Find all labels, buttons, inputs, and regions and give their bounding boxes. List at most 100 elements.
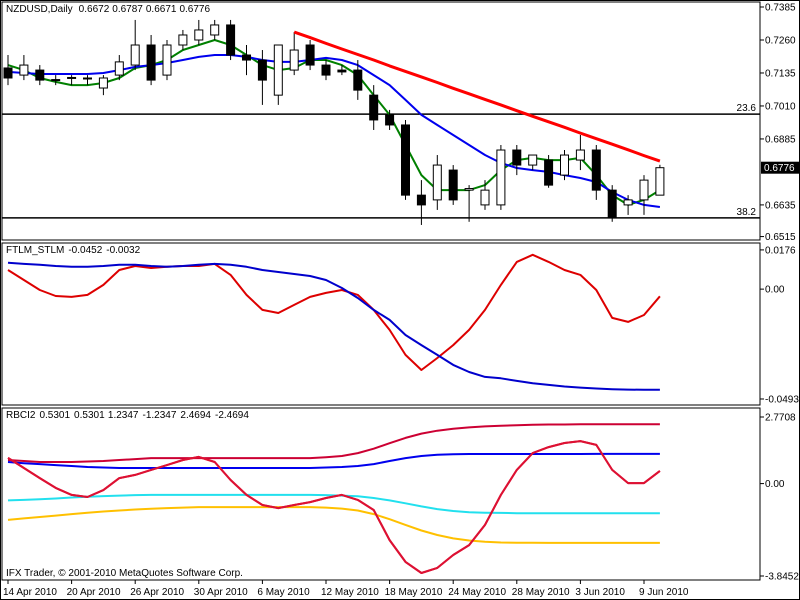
panel-frame [1,242,761,406]
indicator-line [7,493,660,515]
x-tick-label: 6 May 2010 [257,587,310,598]
y-tick-label: -0.0493 [765,394,799,405]
trendline [293,30,661,163]
candle-body [35,69,45,81]
candle-body [480,189,490,206]
candle-body [19,64,29,76]
candle-body [369,94,379,121]
y-tick-label: 0.7385 [765,3,796,14]
indicator-line [7,261,660,391]
chart-title: NZDUSD,Daily [6,4,73,15]
candle-body [639,179,649,201]
chart-header: RBCI2 0.5301 0.5301 1.2347 -1.2347 2.4694 -2.4… [6,410,249,421]
y-tick-label: -3.8452 [765,572,799,583]
footer: IFX Trader, © 2001-2010 MetaQuotes Softw… [6,568,243,579]
header-value: 0.6787 [112,4,143,15]
candle-body [575,149,585,161]
y-tick-label: 0.0176 [765,245,796,256]
candle-body [353,69,363,91]
x-tick-label: 20 Apr 2010 [67,587,121,598]
y-tick-label: 0.6635 [765,200,796,211]
x-tick-label: 28 May 2010 [512,587,570,598]
candle-body [496,149,506,206]
candle-body [3,67,13,79]
header-value: 0.5301 [74,410,105,421]
y-tick-label: 0.7135 [765,68,796,79]
candle-body [178,34,188,46]
x-tick-label: 30 Apr 2010 [194,587,248,598]
header-value: 1.2347 [108,410,139,421]
chart-header: FTLM_STLM -0.0452 -0.0032 [6,245,141,256]
x-tick-label: 24 May 2010 [448,587,506,598]
candle-body [98,77,108,89]
chart-header: NZDUSD,Daily 0.6672 0.6787 0.6671 0.6776 [6,4,210,15]
header-value: 2.4694 [180,410,211,421]
indicator-line [7,253,661,371]
indicator-line [7,506,660,544]
x-tick-label: 3 Jun 2010 [575,587,625,598]
indicator-line [7,452,660,469]
candle-body [226,24,236,56]
candle-body [401,124,410,196]
candle-body [385,114,395,126]
header-value: 0.6672 [79,4,110,15]
y-tick-label: 0.6885 [765,134,796,145]
header-value: -2.4694 [215,410,249,421]
panel-frame [1,407,761,581]
candle-body [464,188,474,191]
candle-body [560,154,569,176]
candle-body [591,149,601,191]
last-price-label: 0.6776 [764,163,795,174]
candle-body [289,49,299,71]
level-label: 23.6 [737,103,757,114]
candle-body [305,44,315,66]
candle-body [321,64,331,76]
header-value: 0.6671 [146,4,177,15]
x-tick-label: 18 May 2010 [385,587,443,598]
y-tick-label: 0.6515 [765,232,796,243]
y-tick-label: 0.00 [765,285,785,296]
panel-frame [1,1,761,241]
header-value: 0.5301 [39,410,70,421]
level-label: 38.2 [737,207,757,218]
candle-body [67,76,77,79]
header-value: 0.6776 [179,4,210,15]
candle-body [432,164,442,201]
candle-body [194,29,204,41]
x-tick-label: 26 Apr 2010 [130,587,184,598]
candle-body [242,54,251,61]
candle-body [623,199,633,206]
y-tick-label: 0.7260 [765,35,796,46]
x-tick-label: 9 Jun 2010 [639,587,689,598]
x-tick-label: 12 May 2010 [321,587,379,598]
candle-body [607,189,617,219]
last-price-box [761,161,799,174]
candle-body [51,79,61,82]
y-tick-label: 2.7708 [765,413,796,424]
candle-body [528,154,538,166]
candle-body [257,59,267,81]
candle-body [655,167,665,196]
chart-title: RBCI2 [6,410,36,421]
y-tick-label: 0.7010 [765,101,796,112]
x-tick-label: 14 Apr 2010 [3,587,57,598]
header-value: -1.2347 [142,410,176,421]
candle-body [146,44,156,81]
chart-title: FTLM_STLM [6,245,64,256]
header-value: -0.0452 [68,245,102,256]
candle-body [210,24,220,36]
candle-body [130,44,140,66]
candle-body [162,44,172,76]
candle-body [337,69,347,73]
candle-body [416,194,426,206]
candle-body [83,77,92,80]
candle-body [114,61,124,76]
candle-body [273,44,283,96]
candle-body [512,149,522,166]
candle-body [448,169,458,201]
candle-body [544,159,554,186]
indicator-line [7,440,661,574]
indicator-line [7,423,660,463]
y-tick-label: 0.00 [765,479,785,490]
